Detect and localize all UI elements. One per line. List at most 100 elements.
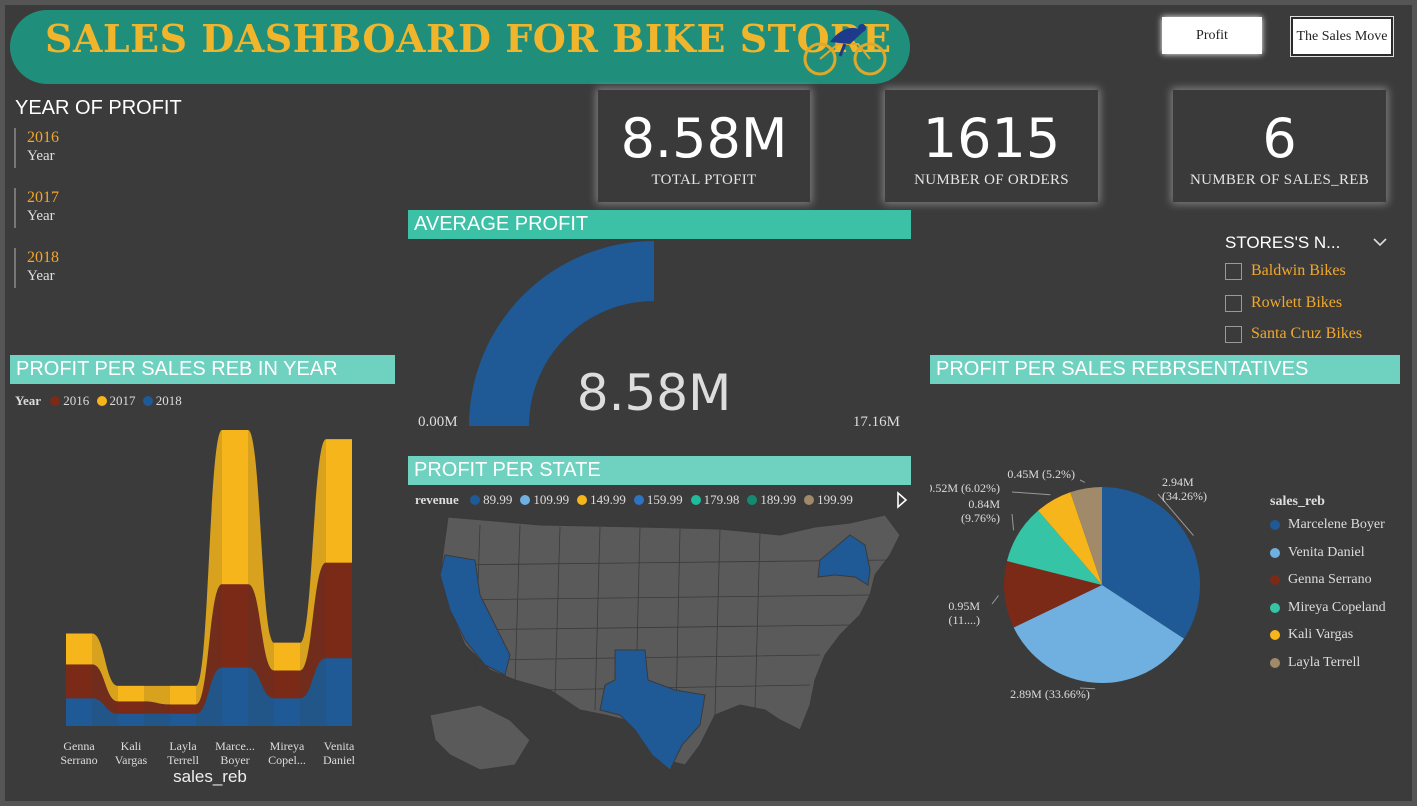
pie-leader-line [1157, 493, 1194, 536]
store-checkbox[interactable] [1225, 262, 1242, 280]
pie-legend-item[interactable]: Venita Daniel [1270, 545, 1365, 561]
x-tick-label: Terrell [167, 753, 199, 767]
gauge-min-label: 0.00M [418, 414, 458, 430]
dashboard-title: SALES DASHBOARD FOR BIKE STORE [45, 16, 892, 61]
pie-slice[interactable] [1038, 492, 1102, 585]
store-item-rowlett[interactable]: Rowlett Bikes [1225, 294, 1342, 312]
profit-per-reps-pie: 2.94M(34.26%) 2.89M (33.66%) 0.95M(11....)… [930, 467, 1207, 701]
profit-per-reb-title: PROFIT PER SALES REB IN YEAR [16, 358, 338, 380]
pie-data-label: 0.84M [968, 497, 1000, 511]
profit-button[interactable]: Profit [1162, 17, 1262, 54]
kpi-total-profit: 8.58M TOTAL PTOFIT [598, 90, 810, 202]
year-filter-item-2016[interactable]: 2016 Year [14, 128, 59, 168]
pie-legend-dot [1270, 575, 1280, 585]
pie-legend-dot [1270, 657, 1280, 668]
pie-legend-item[interactable]: Kali Vargas [1270, 627, 1353, 643]
gauge-fill [469, 241, 654, 426]
year-filter-item-2018[interactable]: 2018 Year [14, 248, 59, 288]
pie-legend-item[interactable]: Mireya Copeland [1270, 600, 1386, 616]
year-legend: Year 2016 2017 2018 [15, 393, 182, 409]
pie-legend-dot [1270, 630, 1280, 640]
pie-leader-line [1079, 687, 1096, 690]
pie-slice[interactable] [1013, 585, 1184, 683]
stores-filter-title: STORES'S N... [1225, 233, 1341, 252]
year-label: Year [27, 148, 55, 164]
x-tick-label: Genna [63, 739, 95, 753]
ribbon-bar-2018 [326, 658, 352, 726]
x-tick-label: Vargas [115, 753, 148, 767]
ribbon-bar-2016 [66, 664, 92, 699]
legend-dot-2016 [50, 396, 61, 406]
average-profit-title: AVERAGE PROFIT [414, 213, 589, 235]
chevron-down-icon[interactable] [1372, 236, 1388, 248]
kpi-label: TOTAL PTOFIT [651, 172, 757, 188]
ribbon-bar-2017 [118, 685, 144, 702]
pie-leader-line [1011, 491, 1051, 496]
pie-leader-line [1079, 479, 1086, 483]
store-item-santa-cruz[interactable]: Santa Cruz Bikes [1225, 325, 1362, 343]
ribbon-bar-2016 [170, 704, 196, 714]
pie-legend-item[interactable]: Layla Terrell [1270, 655, 1360, 671]
state-california [439, 554, 511, 676]
pie-slice[interactable] [1102, 487, 1200, 639]
pie-data-label: (9.76%) [961, 511, 1000, 525]
profit-per-reb-header: PROFIT PER SALES REB IN YEAR [10, 355, 395, 384]
store-checkbox[interactable] [1225, 325, 1242, 343]
kpi-number-of-sales-reb: 6 NUMBER OF SALES_REB [1173, 90, 1386, 202]
ribbon-bar-2016 [222, 584, 248, 668]
pie-legend-label: Mireya Copeland [1288, 599, 1386, 615]
revenue-legend-label: 189.99 [760, 492, 797, 507]
profit-per-reps-title: PROFIT PER SALES REBRSENTATIVES [936, 358, 1309, 380]
pie-data-label: (34.26%) [1162, 489, 1207, 503]
pie-legend-dot [1270, 520, 1280, 530]
store-item-baldwin[interactable]: Baldwin Bikes [1225, 262, 1346, 280]
x-tick-label: Daniel [323, 753, 356, 767]
x-tick-label: Boyer [220, 753, 249, 767]
legend-label: 2017 [109, 393, 136, 408]
ribbon-bar-2017 [222, 430, 248, 585]
store-label: Rowlett Bikes [1251, 294, 1343, 311]
revenue-legend-title: revenue [415, 492, 459, 507]
us-map [429, 515, 901, 771]
legend-dot-2018 [142, 396, 153, 406]
year-value: 2018 [27, 249, 59, 266]
alaska [429, 704, 531, 771]
revenue-legend-dot [804, 495, 815, 505]
pie-leader-line [1011, 513, 1015, 531]
revenue-legend-label: 159.99 [646, 492, 683, 507]
ribbon-bar-2016 [118, 701, 144, 714]
pie-legend-item[interactable]: Marcelene Boyer [1270, 517, 1385, 533]
sales-move-button[interactable]: The Sales Move [1290, 16, 1394, 57]
average-profit-header: AVERAGE PROFIT [408, 210, 911, 239]
revenue-legend-dot [747, 495, 758, 505]
pie-data-label: 0.45M (5.2%) [1007, 467, 1075, 481]
pie-legend-label: Genna Serrano [1288, 572, 1372, 587]
store-checkbox[interactable] [1225, 294, 1242, 312]
ribbon-bar-2018 [274, 698, 300, 726]
year-filter-item-2017[interactable]: 2017 Year [14, 188, 59, 228]
year-label: Year [27, 268, 55, 284]
year-value: 2016 [27, 129, 59, 146]
revenue-legend-label: 149.99 [590, 492, 626, 507]
pie-data-label: (11....) [948, 613, 980, 627]
ribbon-bar-2018 [118, 713, 144, 726]
bicycle-icon [803, 24, 887, 76]
pie-legend-item[interactable]: Genna Serrano [1270, 572, 1372, 588]
ribbon-bar-2017 [170, 685, 196, 705]
revenue-legend-dot [470, 495, 481, 505]
revenue-legend-label: 199.99 [817, 492, 853, 507]
average-profit-gauge: 8.58M 0.00M 17.16M [418, 241, 900, 430]
pie-slice[interactable] [1070, 487, 1102, 585]
profit-per-state-header: PROFIT PER STATE [408, 456, 911, 485]
revenue-legend-dot [633, 495, 644, 505]
pie-leader-line [991, 595, 999, 605]
revenue-legend-dot [520, 495, 531, 505]
x-tick-label: Copel... [268, 753, 306, 767]
pie-slice[interactable] [1006, 510, 1102, 585]
revenue-legend-label: 89.99 [483, 492, 513, 507]
gauge-value: 8.58M [577, 364, 731, 422]
legend-next-icon[interactable] [896, 491, 908, 509]
pie-slice[interactable] [1004, 561, 1102, 628]
year-legend-title: Year [15, 393, 41, 408]
